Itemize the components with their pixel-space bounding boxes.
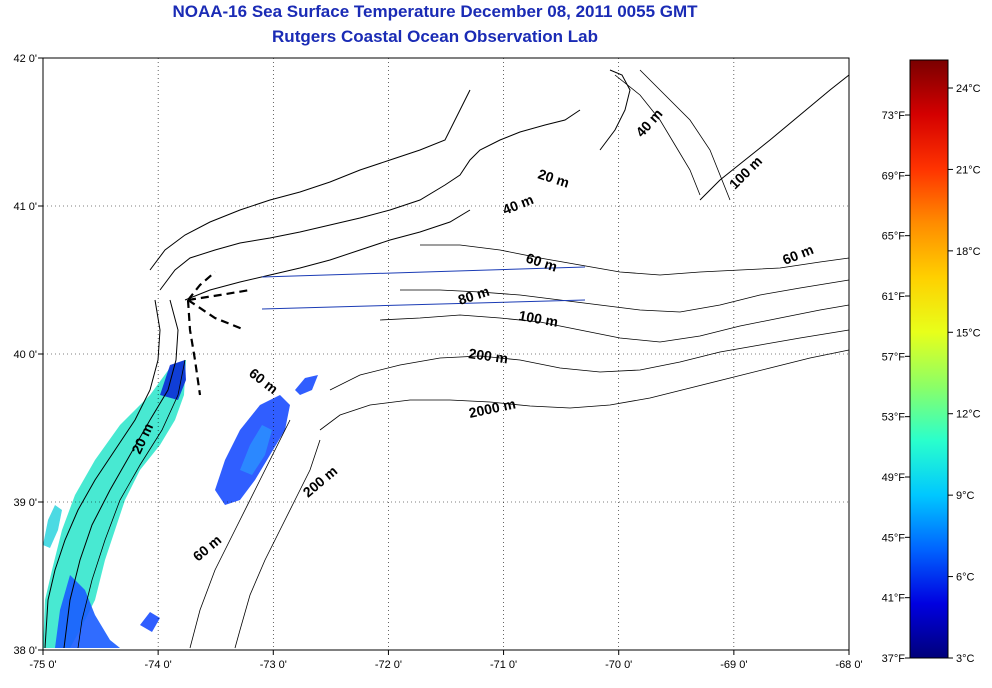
contour-200m: [329, 329, 850, 391]
graticule: [43, 58, 849, 650]
x-tick-label: -71 0': [490, 659, 517, 671]
y-tick-label: 39 0': [13, 497, 37, 509]
colorbar-celsius-label: 6°C: [956, 572, 975, 584]
contour-label: 200 m: [468, 345, 510, 366]
sst-patch-small: [295, 375, 318, 395]
lane-3: [187, 288, 251, 302]
colorbar-celsius-label: 9°C: [956, 490, 975, 502]
long-island-south: [184, 209, 471, 301]
y-tick-label: 40 0': [13, 349, 37, 361]
colorbar: 24°C 21°C 18°C 15°C 12°C 9°C 6°C 3°C 73°F 69°F 65°…: [882, 59, 981, 665]
sst-patch-nj-dark: [160, 360, 186, 400]
x-tick-label: -69 0': [720, 659, 747, 671]
lane-2: [187, 299, 246, 332]
colorbar-fahrenheit-label: 37°F: [882, 653, 906, 665]
cape-cod: [599, 69, 631, 151]
sst-patch-delmarva: [43, 505, 62, 548]
colorbar-scale: [909, 59, 949, 659]
colorbar-fahrenheit-label: 53°F: [882, 412, 906, 424]
colorbar-celsius-label: 3°C: [956, 653, 975, 665]
colorbar-labels: 24°C 21°C 18°C 15°C 12°C 9°C 6°C 3°C 73°F 69°F 65°…: [882, 83, 981, 665]
colorbar-fahrenheit-label: 45°F: [882, 532, 906, 544]
bathymetry-layer: [77, 69, 850, 649]
sst-data-layer: [43, 360, 318, 648]
ct-coast: [149, 89, 471, 271]
shipping-lanes: [186, 271, 251, 396]
colorbar-fahrenheit-label: 73°F: [882, 110, 906, 122]
colorbar-celsius-label: 18°C: [956, 246, 981, 258]
contour-100m-ne: [639, 69, 731, 201]
map-panel: 20 m 40 m 60 m 80 m 100 m 200 m 2000 m 6…: [42, 57, 850, 651]
colorbar-fahrenheit-label: 57°F: [882, 351, 906, 363]
x-tick-label: -75 0': [29, 659, 56, 671]
x-tick-label: -74 0': [145, 659, 172, 671]
contour-200m-south: [234, 439, 321, 649]
transect-lines: [261, 266, 586, 310]
contour-100m: [379, 304, 850, 343]
map-background: [43, 58, 849, 650]
transect-north: [261, 266, 586, 278]
axis-labels: -75 0' -74 0' -73 0' -72 0' -71 0' -70 0' -69 …: [13, 53, 862, 671]
colorbar-fahrenheit-label: 65°F: [882, 231, 906, 243]
colorbar-fahrenheit-label: 49°F: [882, 472, 906, 484]
map-title: NOAA-16 Sea Surface Temperature December…: [172, 2, 698, 21]
sst-patch-shelf-2: [240, 425, 272, 475]
nj-inner: [63, 299, 179, 649]
y-tick-label: 38 0': [13, 645, 37, 657]
colorbar-celsius-label: 12°C: [956, 409, 981, 421]
sst-patch-nj-coast: [43, 360, 186, 648]
contour-80m: [400, 279, 850, 313]
lane-1: [186, 299, 202, 396]
colorbar-fahrenheit-label: 41°F: [882, 593, 906, 605]
colorbar-celsius-label: 15°C: [956, 327, 981, 339]
x-tick-label: -68 0': [835, 659, 862, 671]
contour-label: 100 m: [517, 307, 559, 330]
contour-60m-south: [189, 419, 291, 649]
colorbar-fahrenheit-label: 61°F: [882, 291, 906, 303]
x-tick-label: -72 0': [375, 659, 402, 671]
colorbar-fahrenheit-label: 69°F: [882, 170, 906, 182]
gom-coast: [699, 74, 850, 201]
lane-4: [187, 271, 216, 301]
x-tick-label: -70 0': [605, 659, 632, 671]
colorbar-celsius-label: 24°C: [956, 83, 981, 95]
y-tick-label: 42 0': [13, 53, 37, 65]
x-tick-label: -73 0': [260, 659, 287, 671]
contour-20m-nj: [77, 359, 186, 649]
sst-patch-south: [140, 612, 160, 632]
colorbar-celsius-label: 21°C: [956, 164, 981, 176]
contour-60m-north: [420, 244, 850, 276]
long-island-coast: [159, 109, 581, 291]
map-subtitle: Rutgers Coastal Ocean Observation Lab: [272, 27, 598, 46]
y-tick-label: 41 0': [13, 201, 37, 213]
transect-south: [261, 299, 586, 310]
contour-2000m: [319, 349, 850, 431]
contour-40m-ne: [614, 74, 701, 196]
